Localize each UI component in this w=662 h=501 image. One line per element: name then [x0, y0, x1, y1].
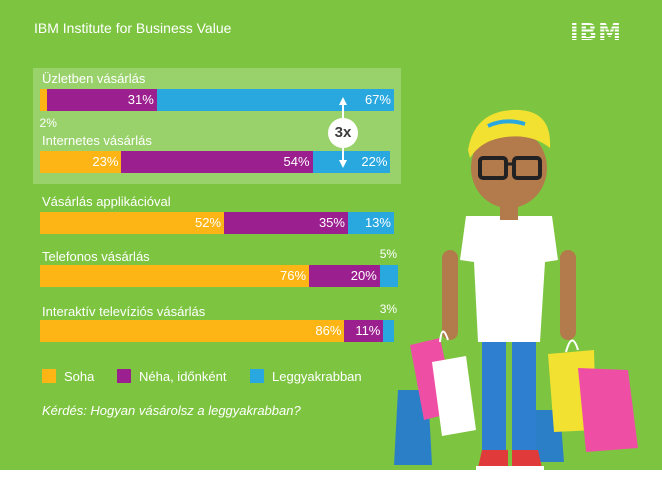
compare-arrow-down-head	[339, 160, 347, 168]
survey-question: Kérdés: Hogyan vásárolsz a leggyakrabban…	[42, 403, 301, 418]
legend-item-neha: Néha, időnként	[117, 369, 226, 384]
legend-label-neha: Néha, időnként	[139, 369, 227, 384]
category-label: Interaktív televíziós vásárlás	[42, 304, 206, 319]
legend-label-soha: Soha	[64, 369, 95, 384]
left-shoe-icon	[478, 450, 508, 468]
legend-label-leggyakrabban: Leggyakrabban	[272, 369, 362, 384]
bar-segment-leggyakrabban: 22%	[312, 151, 391, 173]
category-label: Internetes vásárlás	[42, 133, 152, 148]
ibm-logo: IBM	[570, 20, 622, 46]
legend-swatch-leggyakrabban	[250, 369, 264, 383]
category-label: Üzletben vásárlás	[42, 71, 146, 86]
bar-segment-leggyakrabban	[379, 265, 398, 287]
bar-segment-soha: 52%	[40, 212, 225, 234]
white-bag-icon	[432, 356, 476, 436]
bar-segment-neha: 31%	[47, 89, 157, 111]
glasses-icon	[478, 156, 508, 180]
compare-badge: 3x	[328, 118, 358, 148]
category-label: Telefonos vásárlás	[42, 249, 150, 264]
bar-row: 31% 67%	[40, 89, 394, 111]
bar-segment-neha: 35%	[224, 212, 348, 234]
category-label: Vásárlás applikációval	[42, 194, 171, 209]
small-segment-label: 5%	[379, 247, 398, 261]
bar-segment-soha: 86%	[40, 320, 345, 342]
compare-arrow-up-line	[342, 104, 344, 118]
compare-arrow-up-head	[339, 97, 347, 105]
compare-arrow-down-line	[342, 148, 344, 160]
bar-segment-soha	[40, 89, 48, 111]
ground-strip	[0, 470, 662, 501]
bar-segment-soha: 23%	[40, 151, 122, 173]
bar-segment-neha: 54%	[121, 151, 313, 173]
legend-item-leggyakrabban: Leggyakrabban	[250, 369, 362, 384]
bar-segment-neha: 11%	[344, 320, 384, 342]
legend-swatch-soha	[42, 369, 56, 383]
hair-icon	[468, 109, 551, 158]
bar-segment-leggyakrabban: 13%	[347, 212, 394, 234]
bar-segment-leggyakrabban: 67%	[156, 89, 394, 111]
small-segment-label: 2%	[39, 116, 57, 130]
bar-segment-leggyakrabban	[383, 320, 394, 342]
header-title: IBM Institute for Business Value	[34, 20, 232, 36]
bar-row: 76% 20%	[40, 265, 398, 287]
right-shoe-icon	[512, 450, 542, 468]
bar-row: 23% 54% 22%	[40, 151, 394, 173]
small-segment-label: 3%	[379, 302, 398, 316]
pink-bag-right-icon	[578, 368, 638, 452]
bar-row: 52% 35% 13%	[40, 212, 394, 234]
bar-segment-soha: 76%	[40, 265, 310, 287]
bar-row: 86% 11%	[40, 320, 394, 342]
bar-segment-neha: 20%	[309, 265, 380, 287]
legend-swatch-neha	[117, 369, 131, 383]
legend-item-soha: Soha	[42, 369, 94, 384]
shopper-illustration	[394, 109, 638, 471]
